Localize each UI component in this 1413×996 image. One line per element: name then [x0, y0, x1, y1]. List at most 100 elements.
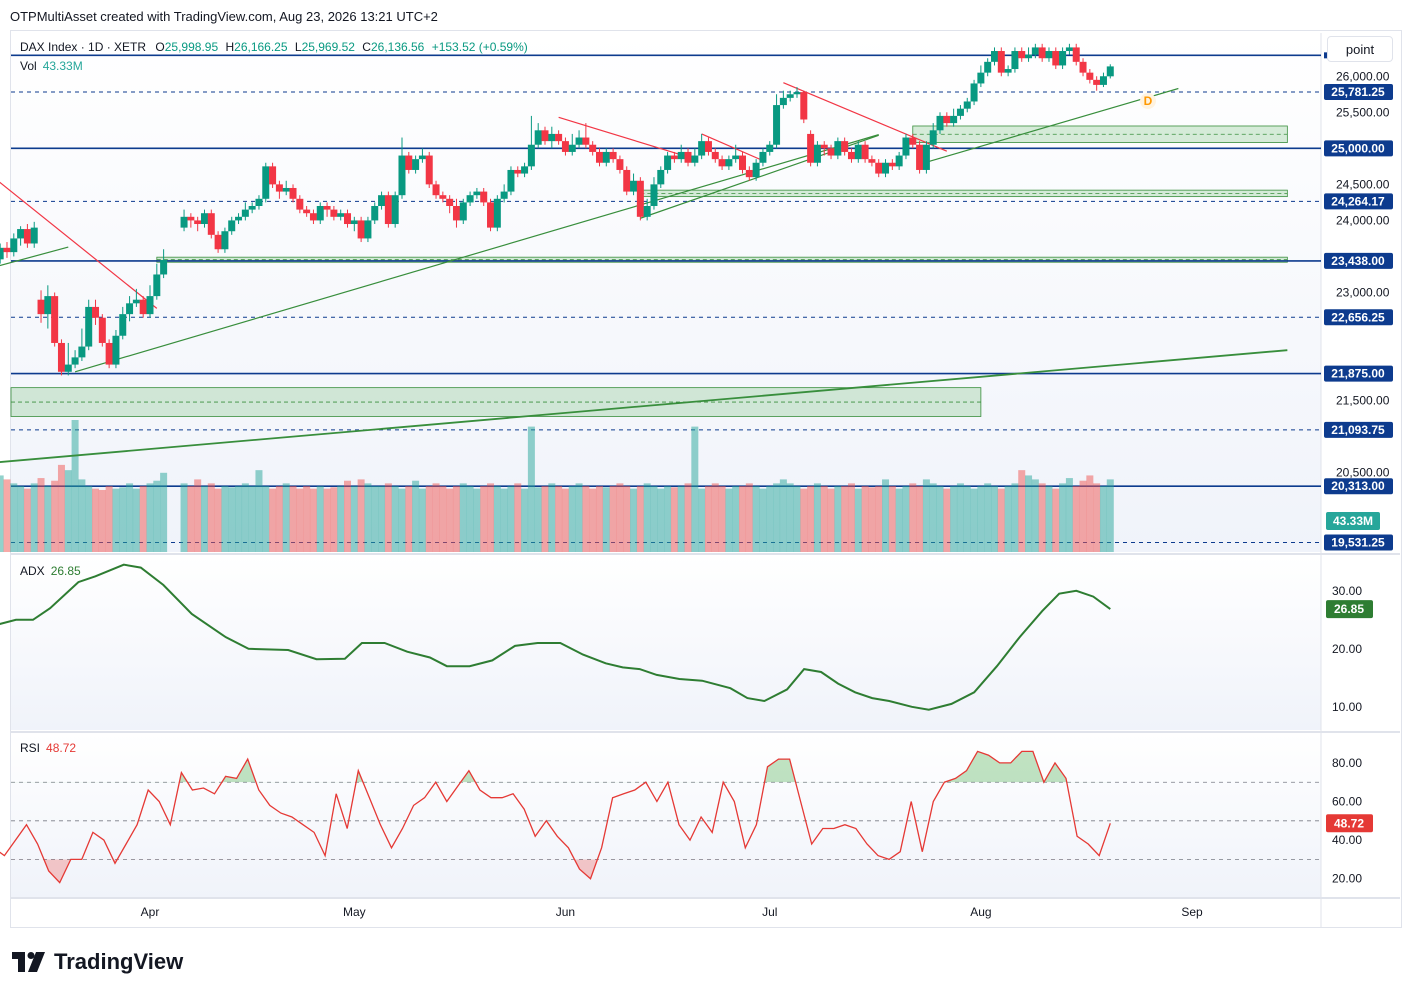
- candle-body[interactable]: [970, 83, 978, 102]
- candle-body[interactable]: [1045, 51, 1053, 59]
- candle-body[interactable]: [718, 159, 726, 167]
- candle-body[interactable]: [779, 97, 787, 106]
- candle-body[interactable]: [275, 184, 283, 192]
- rsi-pane[interactable]: [11, 734, 1321, 898]
- candle-body[interactable]: [739, 155, 747, 170]
- candle-body[interactable]: [398, 155, 406, 196]
- candle-body[interactable]: [418, 155, 426, 160]
- candle-body[interactable]: [847, 151, 855, 160]
- candle-body[interactable]: [636, 180, 644, 217]
- candle-body[interactable]: [1031, 47, 1039, 55]
- candle-body[interactable]: [684, 151, 692, 163]
- candle-body[interactable]: [200, 213, 208, 225]
- candle-body[interactable]: [228, 220, 236, 232]
- candle-body[interactable]: [405, 155, 413, 170]
- downtrend-line[interactable]: [701, 133, 764, 162]
- rsi-label[interactable]: RSI: [20, 741, 41, 755]
- candle-body[interactable]: [800, 92, 808, 120]
- candle-body[interactable]: [691, 155, 699, 163]
- candle-body[interactable]: [269, 166, 277, 185]
- candle-body[interactable]: [950, 115, 958, 124]
- candle-body[interactable]: [303, 209, 311, 214]
- adx-line[interactable]: [0, 563, 1111, 711]
- candle-body[interactable]: [23, 229, 31, 244]
- candle-body[interactable]: [670, 155, 678, 160]
- candle-body[interactable]: [521, 166, 529, 174]
- candle-body[interactable]: [378, 195, 386, 206]
- candle-body[interactable]: [977, 72, 985, 84]
- dividend-marker[interactable]: [1140, 93, 1156, 109]
- candle-body[interactable]: [439, 195, 447, 199]
- candle-body[interactable]: [732, 155, 740, 160]
- candle-body[interactable]: [71, 357, 79, 365]
- candle-body[interactable]: [357, 220, 365, 239]
- candle-body[interactable]: [916, 144, 924, 170]
- candle-body[interactable]: [214, 234, 222, 250]
- candle-body[interactable]: [1004, 69, 1012, 73]
- downtrend-line[interactable]: [0, 177, 158, 309]
- candle-body[interactable]: [568, 144, 576, 152]
- candle-body[interactable]: [820, 144, 828, 149]
- candle-body[interactable]: [595, 151, 603, 163]
- candle-body[interactable]: [616, 159, 624, 170]
- candle-body[interactable]: [248, 206, 256, 210]
- candle-body[interactable]: [309, 213, 317, 221]
- candle-body[interactable]: [1072, 47, 1080, 62]
- candle-body[interactable]: [609, 151, 617, 160]
- candle-body[interactable]: [555, 133, 563, 142]
- candle-body[interactable]: [1065, 47, 1073, 52]
- candle-body[interactable]: [432, 184, 440, 196]
- downtrend-line[interactable]: [558, 116, 689, 158]
- downtrend-line[interactable]: [783, 82, 948, 152]
- candle-body[interactable]: [316, 206, 324, 221]
- candle-body[interactable]: [1038, 47, 1046, 59]
- candle-body[interactable]: [282, 187, 290, 192]
- candle-body[interactable]: [412, 159, 420, 170]
- candle-body[interactable]: [323, 206, 331, 210]
- candle-body[interactable]: [500, 191, 508, 199]
- candle-body[interactable]: [146, 296, 154, 315]
- candle-body[interactable]: [773, 105, 781, 145]
- candle-body[interactable]: [64, 364, 72, 372]
- candle-body[interactable]: [194, 220, 202, 225]
- candle-body[interactable]: [1099, 76, 1107, 85]
- candle-body[interactable]: [364, 220, 372, 239]
- candle-body[interactable]: [507, 169, 515, 192]
- candle-body[interactable]: [126, 303, 134, 315]
- candle-body[interactable]: [425, 155, 433, 185]
- candle-body[interactable]: [643, 206, 651, 217]
- candle-body[interactable]: [943, 115, 951, 124]
- candle-body[interactable]: [1052, 51, 1060, 66]
- candle-body[interactable]: [132, 299, 140, 304]
- candle-body[interactable]: [602, 151, 610, 163]
- candle-body[interactable]: [963, 101, 971, 109]
- candle-body[interactable]: [296, 198, 304, 210]
- candle-body[interactable]: [466, 195, 474, 203]
- candle-body[interactable]: [807, 133, 815, 163]
- uptrend-line[interactable]: [919, 87, 1179, 165]
- candle-body[interactable]: [241, 209, 249, 217]
- candle-body[interactable]: [745, 169, 753, 178]
- candle-body[interactable]: [868, 159, 876, 163]
- candle-body[interactable]: [909, 137, 917, 145]
- candle-body[interactable]: [78, 346, 86, 358]
- candle-body[interactable]: [984, 61, 992, 73]
- candle-body[interactable]: [589, 144, 597, 152]
- candle-body[interactable]: [759, 151, 767, 163]
- candle-body[interactable]: [548, 133, 556, 142]
- candle-body[interactable]: [1093, 79, 1101, 85]
- candle-body[interactable]: [44, 296, 52, 315]
- candle-body[interactable]: [112, 335, 120, 365]
- candle-body[interactable]: [630, 180, 638, 192]
- candle-body[interactable]: [51, 296, 59, 343]
- candle-body[interactable]: [657, 169, 665, 185]
- candle-body[interactable]: [480, 191, 488, 203]
- rsi-line[interactable]: [0, 750, 1111, 884]
- candle-body[interactable]: [153, 274, 161, 297]
- candle-body[interactable]: [221, 231, 229, 250]
- candle-body[interactable]: [514, 169, 522, 174]
- candle-body[interactable]: [561, 141, 569, 152]
- candle-body[interactable]: [255, 198, 263, 206]
- candle-body[interactable]: [384, 195, 392, 225]
